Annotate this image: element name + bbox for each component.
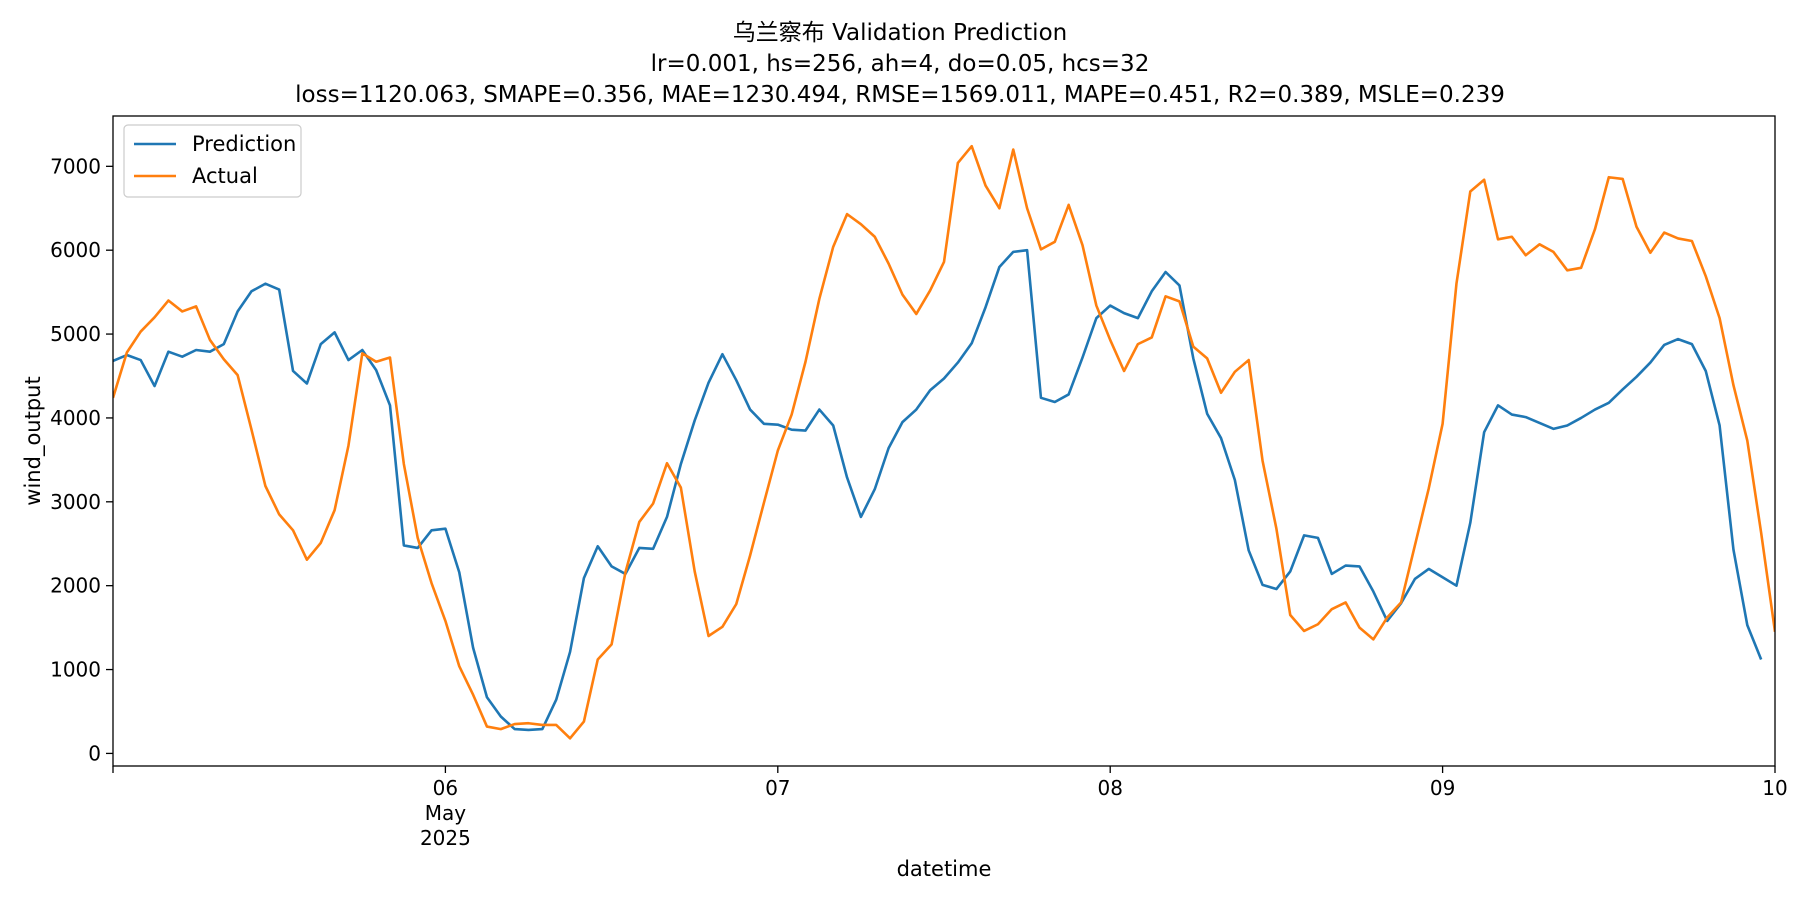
x-tick-label: May [425,801,467,825]
y-axis-ticks: 0 1000 2000 3000 4000 5000 6000 7000 [50,154,113,765]
y-tick-label: 6000 [50,238,101,262]
x-axis-label: datetime [897,857,992,881]
legend-label-actual: Actual [192,164,258,188]
y-tick-label: 5000 [50,322,101,346]
legend: Prediction Actual [123,124,302,198]
y-tick-label: 3000 [50,490,101,514]
chart-subtitle-metrics: loss=1120.063, SMAPE=0.356, MAE=1230.494… [295,82,1505,108]
chart-subtitle-hyperparameters: lr=0.001, hs=256, ah=4, do=0.05, hcs=32 [650,51,1150,77]
chart-title-block: 乌兰察布 Validation Prediction lr=0.001, hs=… [0,18,1800,111]
y-axis-label: wind_output [21,376,46,505]
x-tick-label: 09 [1430,776,1455,800]
y-tick-label: 7000 [50,154,101,178]
x-tick-label: 10 [1762,776,1787,800]
series-line-prediction [113,248,1763,732]
series-line-actual [113,144,1775,740]
y-tick-label: 1000 [50,658,101,682]
x-tick-label: 08 [1097,776,1122,800]
legend-label-prediction: Prediction [192,132,296,156]
chart-title: 乌兰察布 Validation Prediction [732,20,1068,46]
series-layer [113,144,1775,740]
x-tick-label: 07 [765,776,790,800]
y-tick-label: 2000 [50,574,101,598]
x-tick-label: 06 [433,776,458,800]
y-tick-label: 0 [88,741,101,765]
y-tick-label: 4000 [50,406,101,430]
x-tick-label: 2025 [420,826,471,850]
plot-area-frame [112,115,1776,767]
